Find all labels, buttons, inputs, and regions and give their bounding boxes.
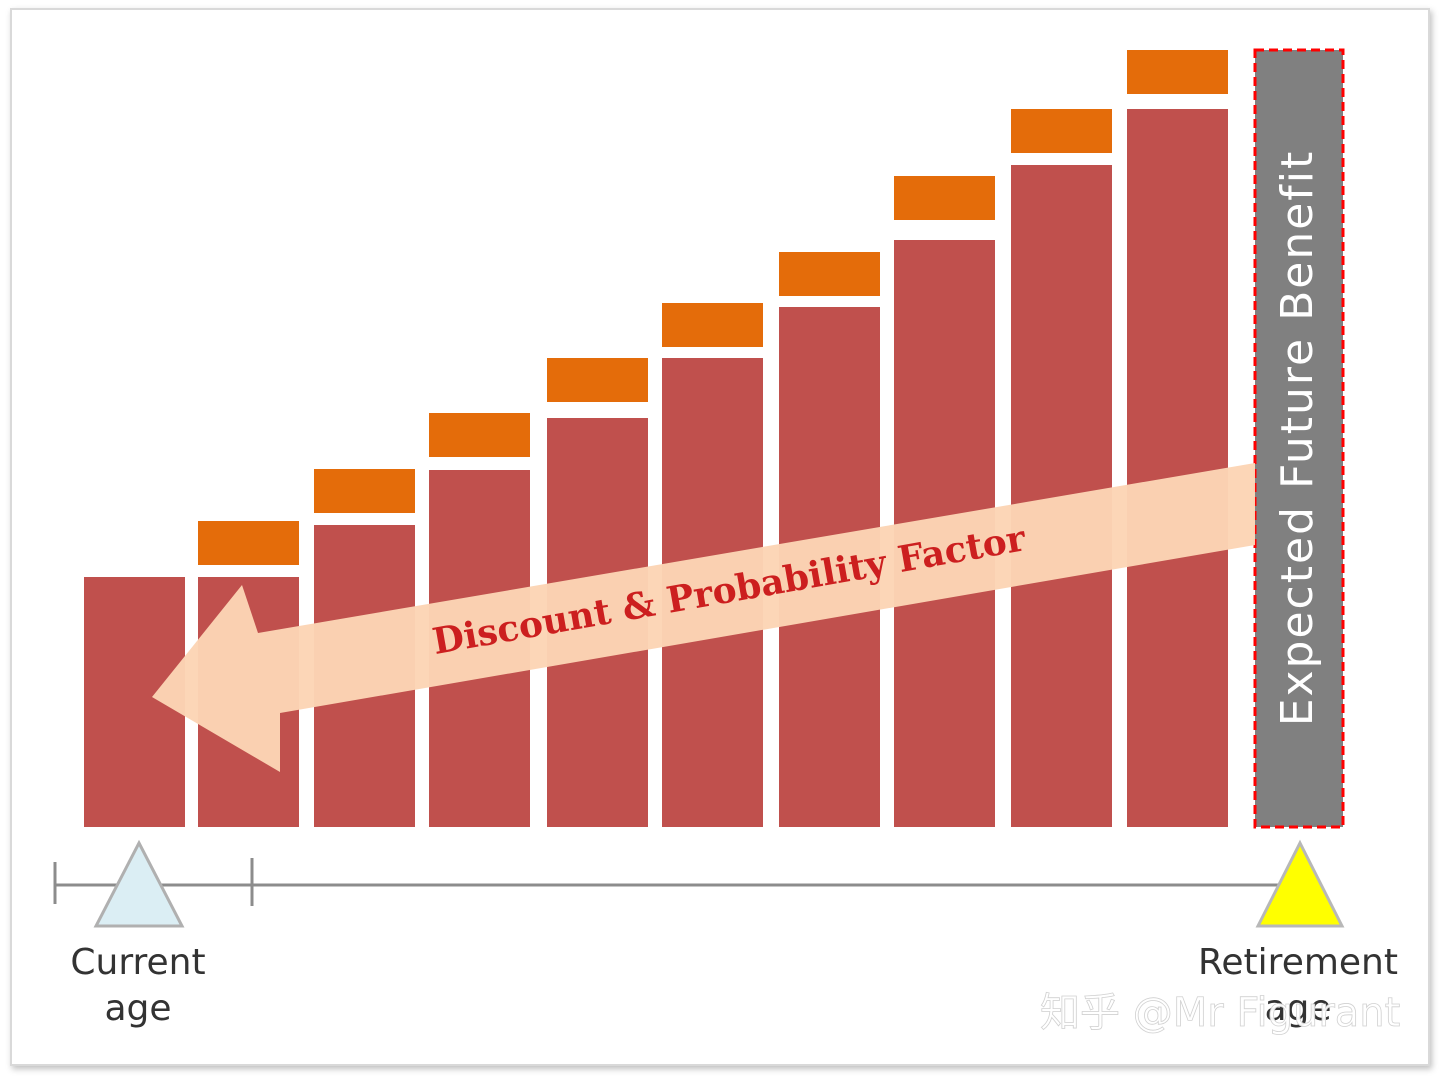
retirement-age-label-line1: Retirement	[1198, 942, 1398, 983]
current-age-label-line1: Current	[70, 942, 205, 983]
benefit-increment-block-3	[314, 469, 415, 513]
current-age-label-line2: age	[104, 988, 171, 1029]
benefit-increment-block-4	[429, 413, 530, 457]
benefit-increment-block-8	[894, 176, 995, 220]
expected-future-benefit-label: Expected Future Benefit	[1272, 150, 1323, 727]
benefit-increment-block-9	[1011, 109, 1112, 153]
current-age-marker-icon	[93, 839, 185, 928]
increments-group	[198, 50, 1228, 565]
benefit-increment-block-10	[1127, 50, 1228, 94]
discount-arrow	[152, 463, 1255, 772]
expected-future-benefit-box	[1253, 48, 1345, 829]
benefit-increment-block-2	[198, 521, 299, 565]
accrued-benefit-bar-10	[1127, 109, 1228, 827]
retirement-age-label-line2: age	[1264, 988, 1331, 1029]
watermark: 知乎 @Mr Figurant	[1040, 990, 1400, 1036]
benefit-increment-block-6	[662, 303, 763, 347]
benefit-increment-block-7	[779, 252, 880, 296]
benefit-increment-block-5	[547, 358, 648, 402]
retirement-age-marker-icon	[1255, 839, 1345, 928]
